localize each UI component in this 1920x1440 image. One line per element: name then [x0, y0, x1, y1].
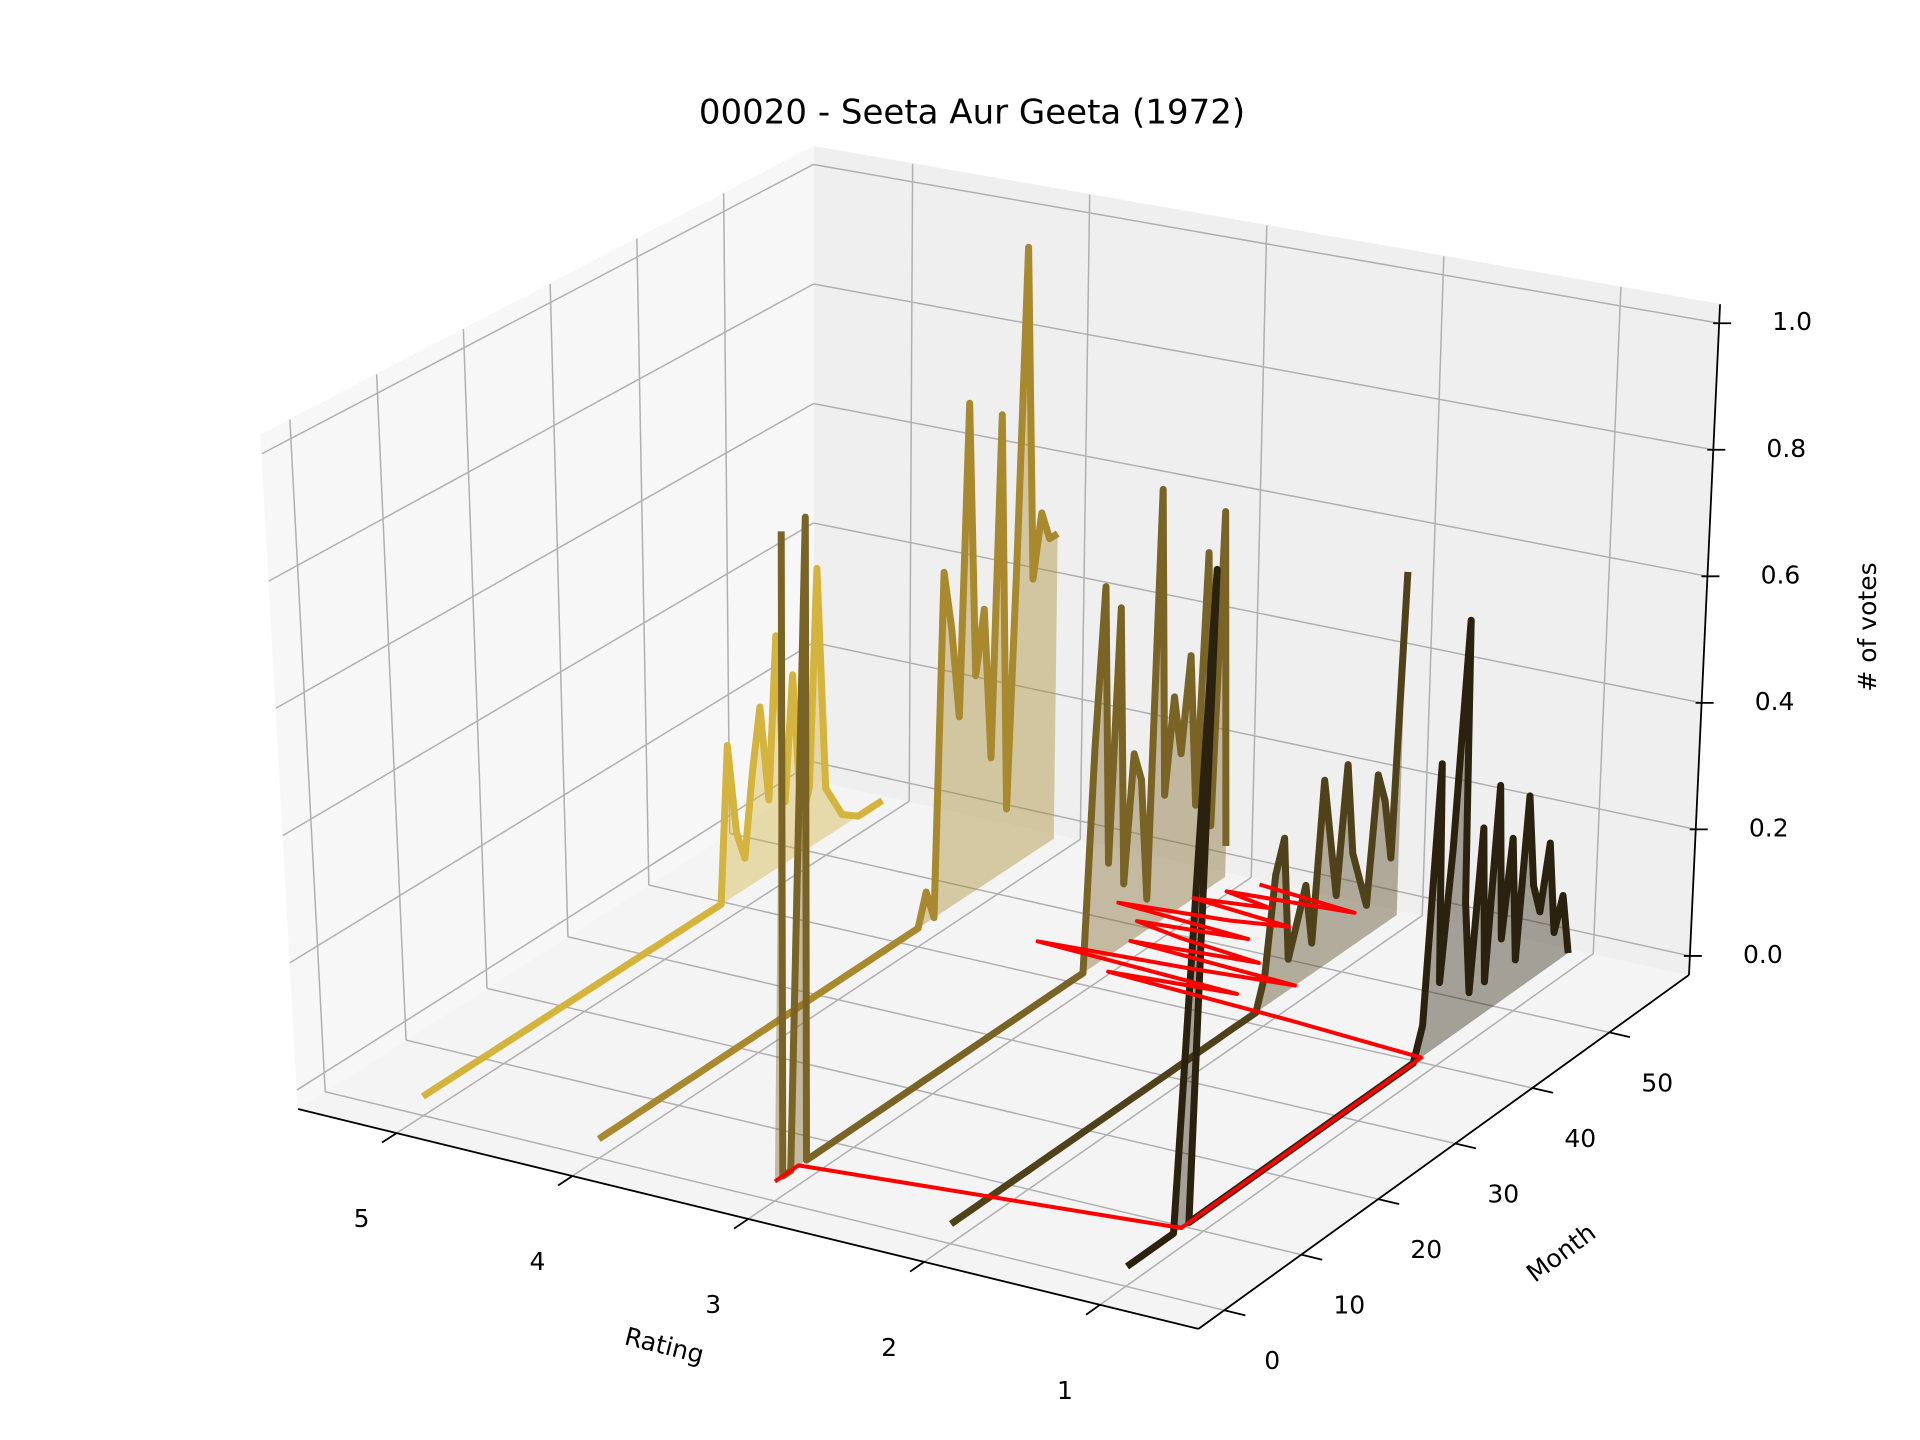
mean-line [773, 882, 1424, 1230]
y-tick [1532, 1087, 1554, 1094]
x-tick [1085, 1304, 1101, 1316]
grid-line [923, 914, 1423, 1263]
grid-line [1592, 286, 1622, 954]
grid-line [549, 283, 569, 937]
grid-line [1250, 225, 1268, 878]
y-tick-label: 30 [1487, 1180, 1519, 1209]
grid-line [1099, 952, 1594, 1306]
z-axis-title: # of votes [1853, 562, 1882, 691]
grid-line [289, 419, 326, 1092]
grid-line [571, 838, 1081, 1177]
grid-line [396, 800, 910, 1134]
y-tick [1378, 1198, 1400, 1205]
series-line [596, 243, 1060, 1142]
grid-line [636, 238, 650, 886]
grid-line [405, 1039, 1302, 1256]
x-tick-label: 5 [354, 1204, 370, 1233]
x-tick [381, 1132, 398, 1144]
z-tick-label: 0.6 [1761, 560, 1801, 589]
grid-line [261, 163, 814, 455]
grid-line [289, 641, 814, 964]
y-axis-title: Month [1521, 1218, 1601, 1288]
y-tick-label: 50 [1641, 1068, 1673, 1097]
grid-line [486, 987, 1379, 1200]
x-tick [909, 1261, 925, 1273]
series-area [774, 489, 1226, 1182]
z-tick-label: 0.4 [1755, 687, 1795, 716]
z-tick-label: 1.0 [1772, 307, 1812, 336]
x-axis-title: Rating [622, 1322, 707, 1370]
grid-line [375, 374, 407, 1041]
grid-line [813, 283, 1714, 451]
grid-line [813, 761, 1691, 957]
z-axis [1688, 304, 1721, 975]
series-area [422, 568, 883, 1097]
z-tick-label: 0.0 [1743, 940, 1783, 969]
chart-title: 00020 - Seeta Aur Geeta (1972) [699, 93, 1245, 133]
grid-line [282, 522, 814, 837]
x-tick-label: 4 [529, 1247, 545, 1276]
x-tick-label: 1 [1057, 1376, 1073, 1405]
x-tick [557, 1175, 573, 1187]
y-tick-label: 20 [1410, 1235, 1442, 1264]
grid-line [813, 163, 1720, 324]
grid-line [462, 329, 488, 989]
x-tick-label: 2 [881, 1333, 897, 1362]
y-tick-label: 10 [1333, 1291, 1365, 1320]
y-tick [1224, 1309, 1246, 1317]
series-area [1127, 569, 1569, 1267]
grid-line [324, 1090, 1225, 1311]
y-tick [1455, 1142, 1477, 1150]
x-tick [733, 1218, 749, 1230]
y-axis [1197, 974, 1690, 1330]
series-line [948, 571, 1412, 1227]
y-tick-label: 40 [1564, 1124, 1596, 1153]
x-axis [297, 1108, 1199, 1330]
series-area [598, 247, 1058, 1139]
z-tick-label: 0.2 [1749, 813, 1789, 842]
grid-line [722, 193, 731, 834]
grid-line [908, 163, 914, 802]
z-tick-label: 0.8 [1766, 434, 1806, 463]
grid-line [275, 402, 814, 709]
y-tick [1301, 1253, 1323, 1261]
grid-line [567, 935, 1456, 1145]
y-tick [1609, 1031, 1631, 1038]
grid-line [1421, 256, 1445, 916]
grid-line [813, 402, 1708, 578]
y-tick-label: 0 [1264, 1346, 1280, 1375]
series-line [777, 485, 1230, 1180]
grid-line [268, 283, 814, 582]
x-tick-label: 3 [705, 1290, 721, 1319]
grid-line [1079, 194, 1091, 840]
